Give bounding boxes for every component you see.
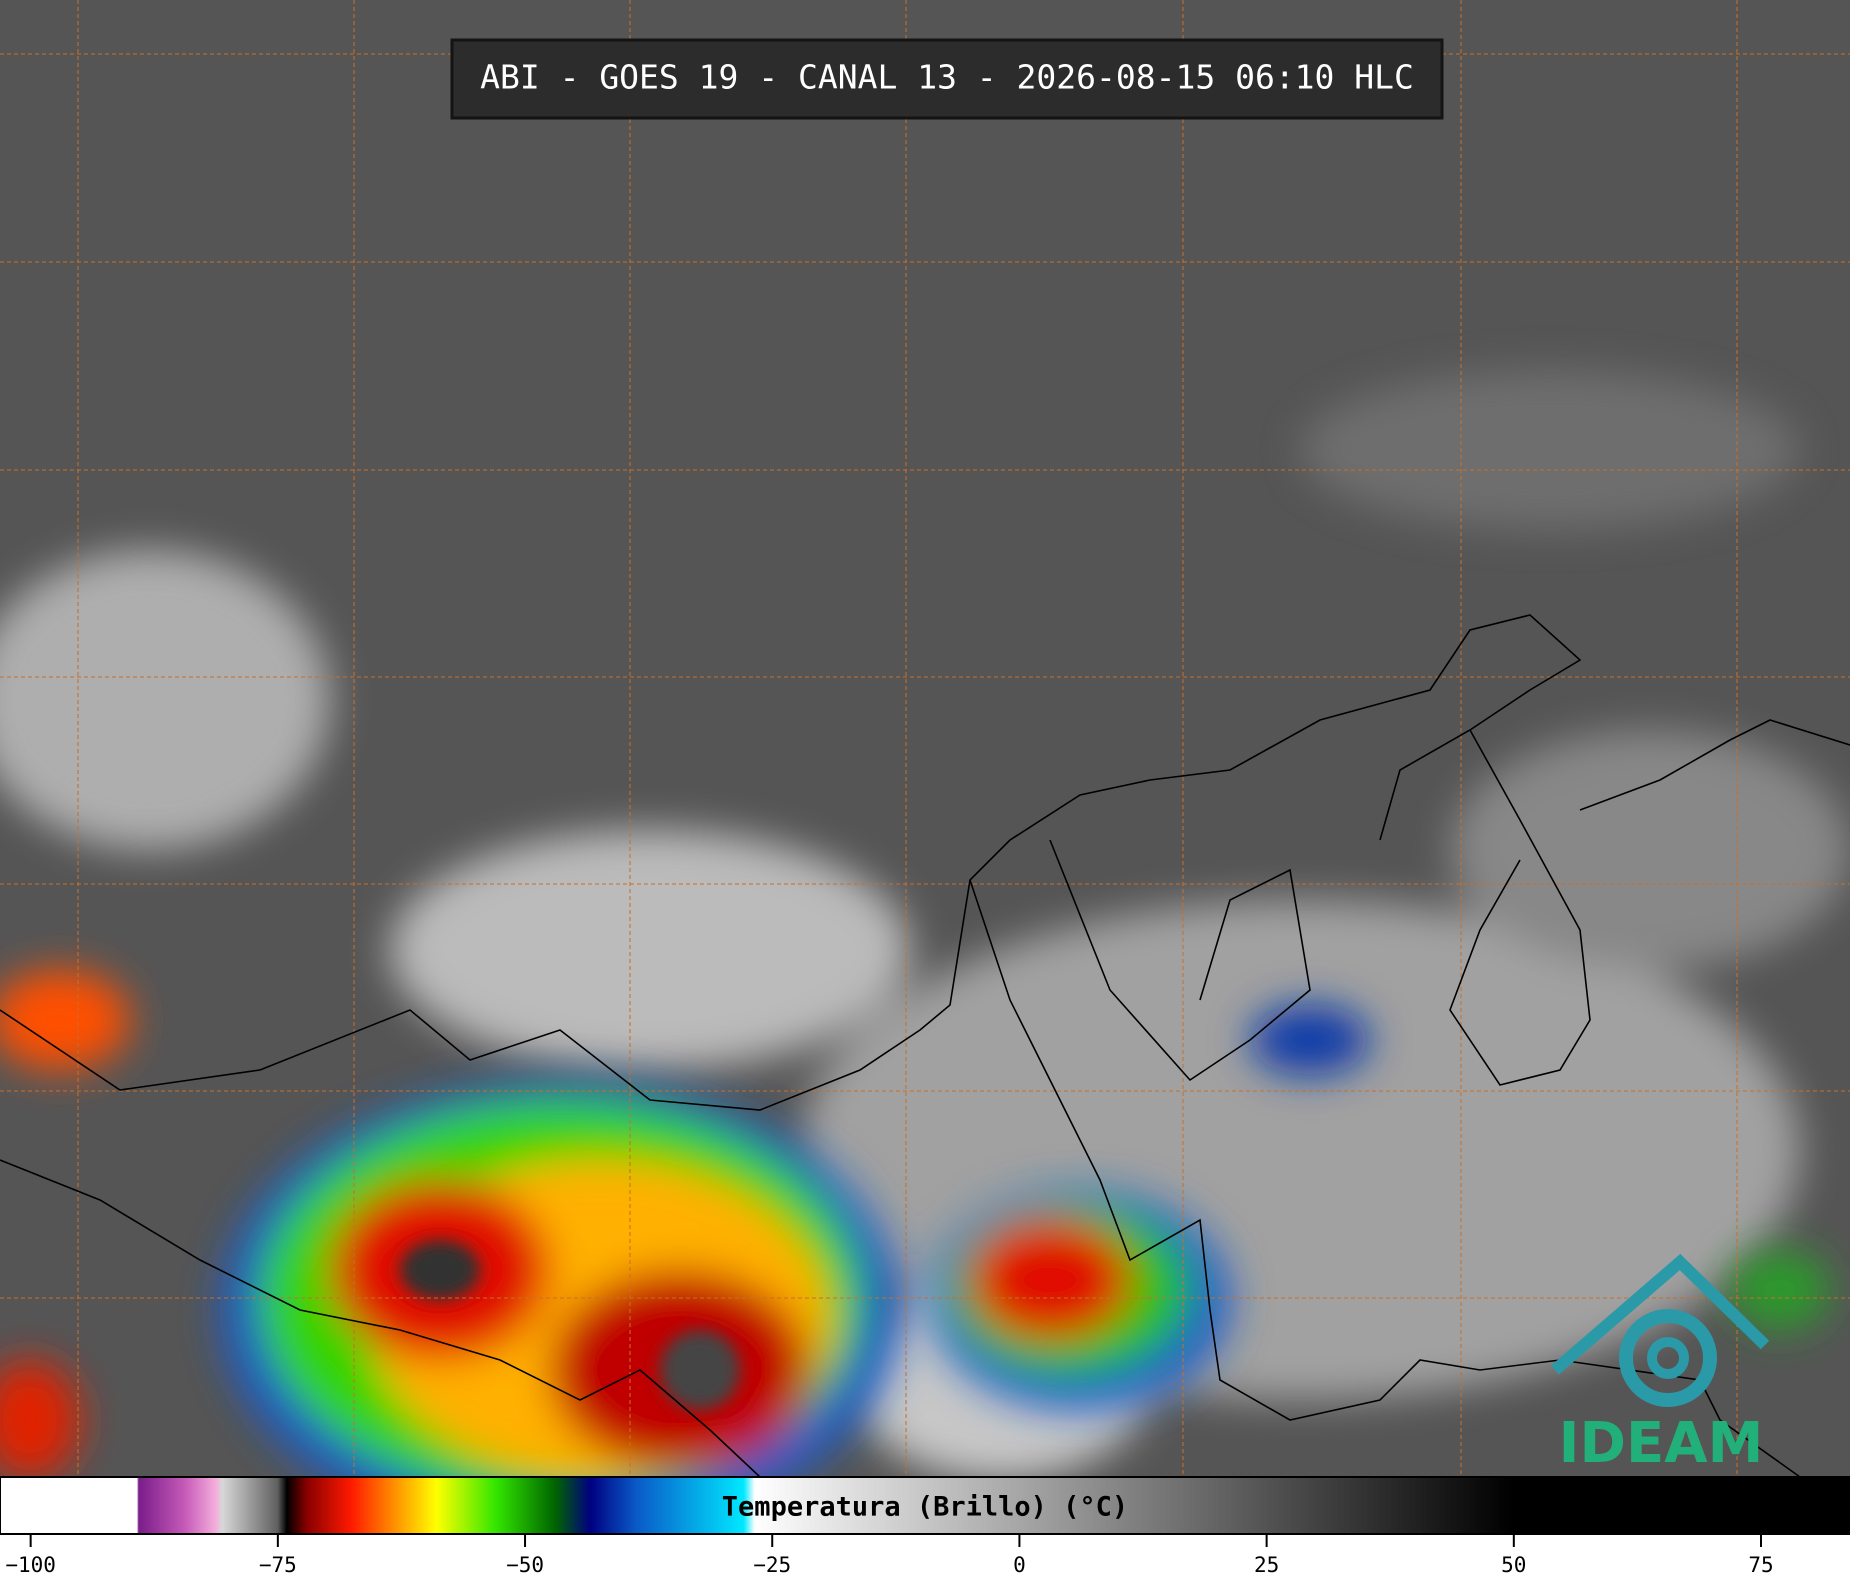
colorbar-label: Temperatura (Brillo) (°C) xyxy=(722,1492,1128,1523)
tick-label: 25 xyxy=(1254,1553,1279,1577)
tick-label: −75 xyxy=(259,1553,297,1577)
title-box: ABI - GOES 19 - CANAL 13 - 2026-08-15 06… xyxy=(450,38,1444,120)
tick-label: 75 xyxy=(1748,1553,1773,1577)
satellite-image xyxy=(0,0,1850,1540)
logo-text: IDEAM xyxy=(1559,1411,1764,1476)
colorbar: Temperatura (Brillo) (°C) −100 −75 −50 −25 0… xyxy=(0,1476,1850,1577)
tick-label: −25 xyxy=(753,1553,791,1577)
tick-label: 50 xyxy=(1501,1553,1526,1577)
logo: IDEAM xyxy=(1551,1253,1770,1476)
title: ABI - GOES 19 - CANAL 13 - 2026-08-15 06… xyxy=(480,58,1414,97)
tick-label: 0 xyxy=(1013,1553,1026,1577)
tick-label: −50 xyxy=(506,1553,544,1577)
tick-label: −100 xyxy=(5,1553,56,1577)
